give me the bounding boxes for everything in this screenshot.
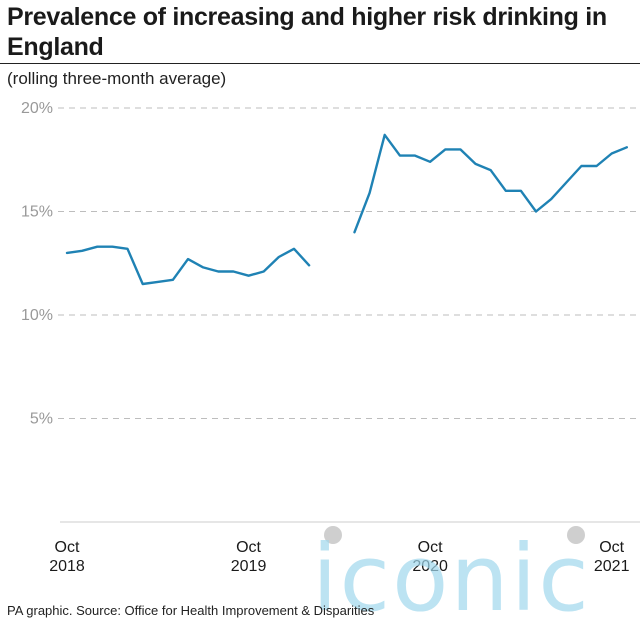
x-tick-label: Oct 2018 — [49, 539, 85, 575]
iconic-watermark: iconic — [312, 525, 591, 623]
watermark-dot — [324, 526, 342, 544]
series-line — [353, 133, 628, 234]
series-lines — [65, 133, 628, 286]
x-tick-label: Oct 2019 — [231, 539, 267, 575]
chart-subtitle: (rolling three-month average) — [7, 69, 227, 88]
source-note: PA graphic. Source: Office for Health Im… — [7, 603, 375, 618]
y-axis-tick-labels: 5% 10% 15% 20% — [21, 100, 53, 428]
x-tick-label: Oct 2021 — [594, 539, 630, 575]
gridlines — [58, 107, 640, 419]
chart-title: Prevalence of increasing and higher risk… — [7, 3, 607, 61]
watermark-dot — [567, 526, 585, 544]
x-tick-label: Oct 2020 — [412, 539, 448, 575]
y-tick-label: 10% — [21, 307, 53, 324]
series-line — [65, 245, 311, 286]
title-divider — [0, 63, 640, 64]
x-axis-tick-labels: Oct 2018 Oct 2019 Oct 2020 Oct 2021 — [49, 539, 629, 575]
y-tick-label: 15% — [21, 204, 53, 221]
y-tick-label: 5% — [30, 411, 53, 428]
watermark-text: iconic — [312, 525, 591, 623]
y-tick-label: 20% — [21, 100, 53, 117]
